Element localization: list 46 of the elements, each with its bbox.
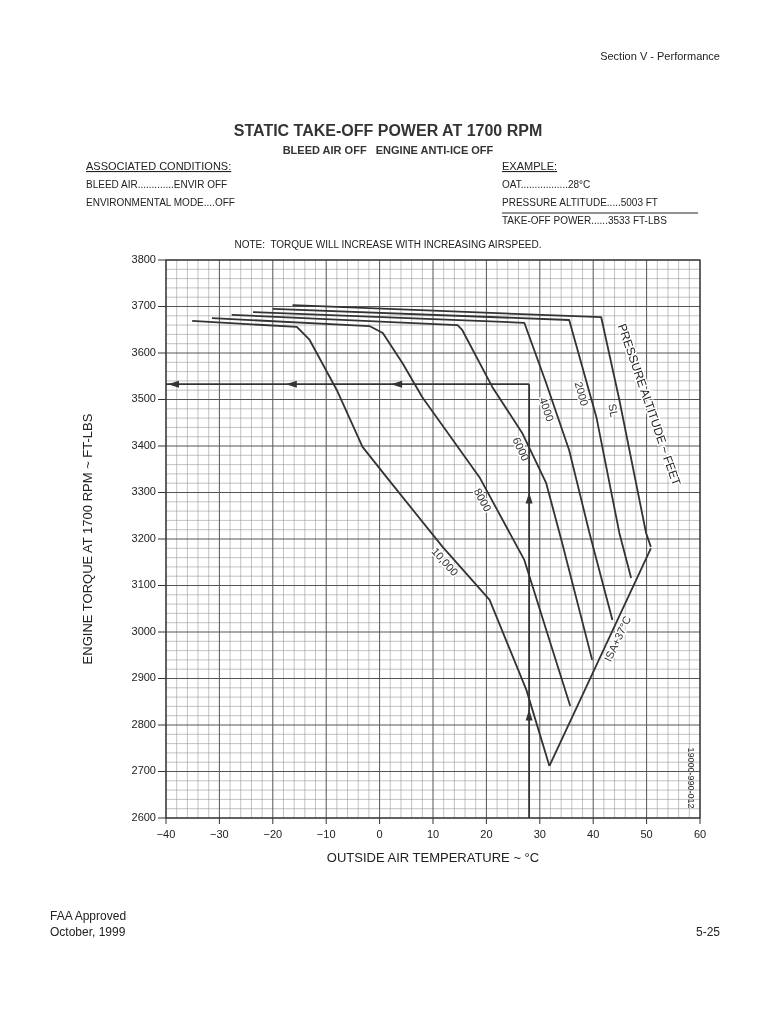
text: FAA Approved [50, 909, 127, 923]
x-tick-label: −10 [316, 828, 336, 840]
x-tick-label: 30 [533, 828, 546, 840]
text: OAT.................28°C [502, 179, 591, 190]
y-tick-label: 3500 [131, 392, 156, 405]
y-tick-label: 2600 [131, 810, 156, 823]
x-tick-label: 40 [587, 828, 600, 840]
text: 2000 [572, 380, 591, 408]
text: Section V - Performance [600, 50, 720, 62]
x-tick-label: −20 [263, 828, 283, 840]
x-tick-label: 50 [640, 828, 653, 840]
x-tick-label: 20 [480, 828, 493, 840]
text: 6000 [510, 435, 532, 463]
x-tick-label: 60 [693, 828, 707, 840]
y-tick-label: 3700 [131, 299, 156, 312]
y-tick-label: 3300 [131, 485, 156, 498]
text: October, 1999 [50, 925, 126, 939]
text: 4000 [537, 395, 557, 423]
y-tick-label: 2900 [131, 671, 156, 684]
chart-subtitle: BLEED AIR OFF ENGINE ANTI-ICE OFF [282, 144, 494, 156]
text: SL [606, 402, 621, 419]
x-axis-title: OUTSIDE AIR TEMPERATURE ~ °C [326, 850, 540, 865]
y-tick-label: 2800 [131, 717, 156, 730]
text: NOTE: TORQUE WILL INCREASE WITH INCREASING AIRSPEED. [234, 239, 542, 250]
y-tick-label: 3200 [131, 531, 156, 544]
y-tick-label: 3800 [131, 252, 156, 265]
x-tick-label: 10 [426, 828, 440, 840]
y-axis-title: ENGINE TORQUE AT 1700 RPM ~ FT-LBS [80, 413, 95, 665]
text: EXAMPLE: [502, 160, 558, 172]
text: 8000 [471, 486, 494, 514]
y-tick-label: 3100 [131, 578, 156, 591]
text: 5-25 [695, 925, 721, 939]
annotation: 19000-990-012 [686, 747, 696, 809]
y-tick-label: 3600 [131, 345, 156, 358]
x-tick-label: −40 [156, 828, 176, 840]
y-tick-label: 3400 [131, 438, 156, 451]
y-tick-label: 3000 [131, 624, 156, 637]
text: ENVIRONMENTAL MODE....OFF [86, 197, 235, 208]
chart-title: STATIC TAKE-OFF POWER AT 1700 RPM [233, 122, 543, 139]
text: PRESSURE ALTITUDE.....5003 FT [502, 197, 658, 208]
text: ASSOCIATED CONDITIONS: [86, 160, 232, 172]
text: BLEED AIR.............ENVIR OFF [86, 179, 228, 190]
text: TAKE-OFF POWER......3533 FT-LBS [502, 215, 668, 226]
y-tick-label: 2700 [131, 764, 156, 777]
x-tick-label: −30 [210, 828, 229, 840]
x-tick-label: 0 [376, 828, 383, 840]
